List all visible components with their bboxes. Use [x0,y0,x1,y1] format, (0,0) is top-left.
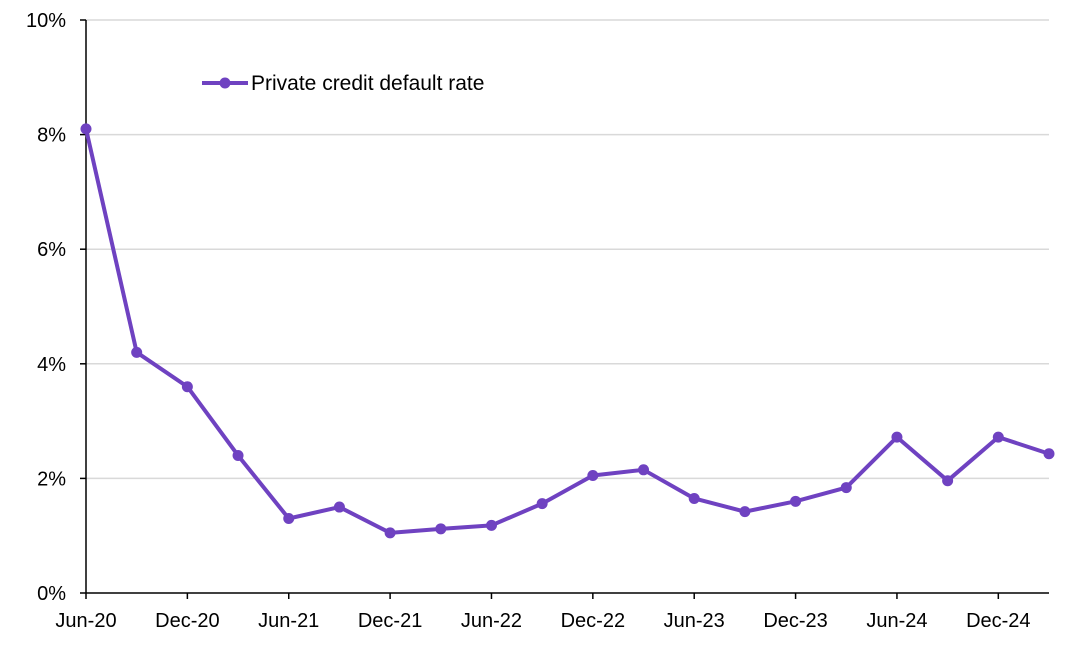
data-point [131,346,143,358]
y-tick-label: 4% [37,354,66,376]
x-tick-label: Dec-22 [561,610,625,632]
data-point [739,506,751,518]
data-point [790,495,802,507]
data-point [485,519,497,531]
data-point [688,492,700,504]
y-tick-label: 0% [37,583,66,605]
y-tick-label: 6% [37,239,66,261]
x-tick-label: Dec-20 [155,610,219,632]
gridlines [86,19,1049,480]
data-point [181,381,193,393]
x-tick-label: Dec-24 [966,610,1030,632]
legend-label: Private credit default rate [251,72,484,95]
y-tick-label: 8% [37,125,66,147]
x-tick-label: Jun-22 [461,610,522,632]
data-point [942,475,954,487]
data-point [283,513,295,525]
data-point [232,449,244,461]
data-point [435,523,447,535]
axes [80,19,1049,599]
series-line [84,126,1051,535]
series-lines [84,126,1051,535]
x-tick-label: Jun-20 [55,610,116,632]
tick-labels: 0% 2% 4% 6% 8% 10% Jun-20 Dec-20 Jun-21 Dec-21 Jun… [26,10,1031,632]
legend: Private credit default rate [202,72,484,95]
data-point [587,470,599,482]
data-point [891,431,903,443]
data-point [638,464,650,476]
x-tick-label: Dec-23 [763,610,827,632]
legend-swatch-marker [219,77,231,89]
data-point [992,431,1004,443]
data-point [384,527,396,539]
data-point [840,482,852,494]
data-point [536,498,548,510]
x-tick-label: Jun-24 [866,610,927,632]
data-point [333,501,345,513]
x-tick-label: Dec-21 [358,610,422,632]
y-tick-label: 10% [26,10,66,32]
data-points [80,123,1055,539]
data-point [1043,448,1055,460]
x-tick-label: Jun-23 [664,610,725,632]
data-point [80,123,92,135]
x-tick-label: Jun-21 [258,610,319,632]
y-tick-label: 2% [37,468,66,490]
